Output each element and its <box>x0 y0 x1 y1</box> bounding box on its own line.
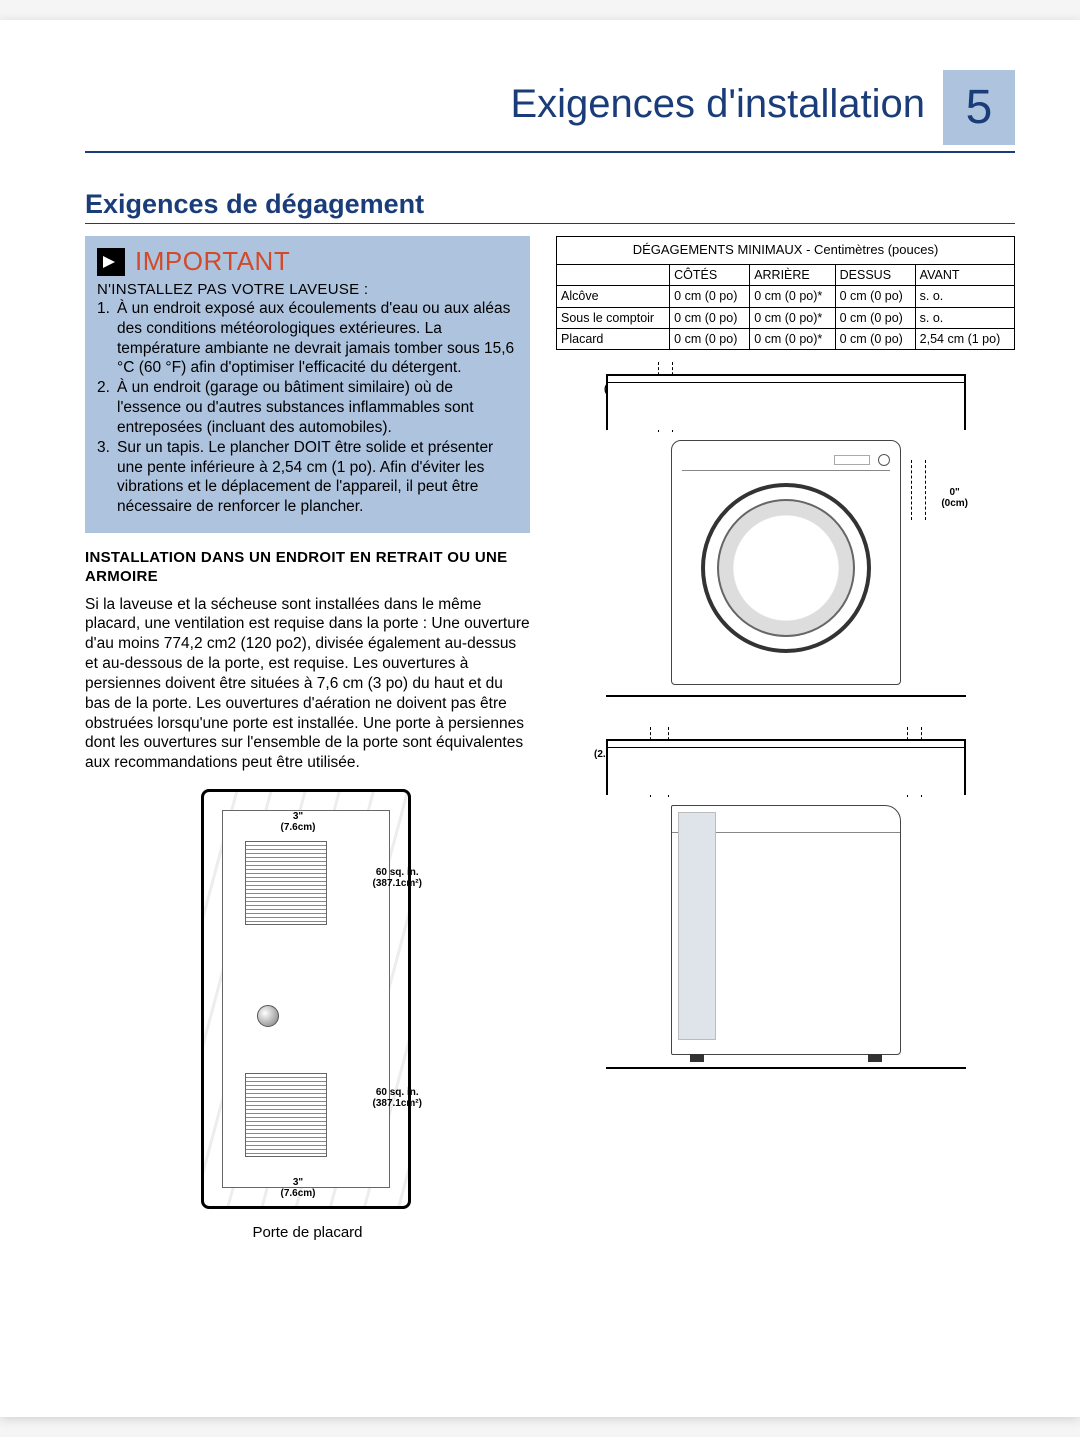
important-subtitle: N'INSTALLEZ PAS VOTRE LAVEUSE : <box>97 281 518 298</box>
louver-bottom <box>245 1073 327 1157</box>
two-column-layout: IMPORTANT N'INSTALLEZ PAS VOTRE LAVEUSE … <box>85 236 1015 1239</box>
page-number: 5 <box>966 80 993 135</box>
shelf-top <box>606 374 966 430</box>
table-header: ARRIÈRE <box>750 264 835 285</box>
install-body-text: Si la laveuse et la sécheuse sont instal… <box>85 595 530 773</box>
install-subheading: INSTALLATION DANS UN ENDROIT EN RETRAIT … <box>85 549 530 587</box>
table-row: Sous le comptoir 0 cm (0 po) 0 cm (0 po)… <box>557 307 1015 328</box>
table-row: Placard 0 cm (0 po) 0 cm (0 po)* 0 cm (0… <box>557 329 1015 350</box>
arrow-right-icon <box>97 248 125 276</box>
foot-icon <box>868 1054 882 1062</box>
clearance-table: DÉGAGEMENTS MINIMAUX - Centimètres (pouc… <box>556 236 1015 350</box>
dim-bot-area: 60 sq. in. (387.1cm²) <box>373 1087 422 1109</box>
floor-line <box>606 695 966 697</box>
page-header: Exigences d'installation 5 <box>85 70 1015 145</box>
table-header: AVANT <box>915 264 1014 285</box>
display-icon <box>834 455 870 465</box>
door-caption: Porte de placard <box>173 1224 443 1241</box>
washer-control-panel <box>682 449 890 471</box>
dim-bot-gap: 3" (7.6cm) <box>281 1177 316 1199</box>
shelf-top <box>606 739 966 795</box>
list-item: 2.À un endroit (garage ou bâtiment simil… <box>97 378 518 437</box>
washer-side-body <box>671 805 901 1055</box>
page: Exigences d'installation 5 Exigences de … <box>0 20 1080 1417</box>
knob-icon <box>878 454 890 466</box>
important-heading: IMPORTANT <box>97 246 518 277</box>
door-knob-icon <box>257 1005 279 1027</box>
table-header: CÔTÉS <box>670 264 750 285</box>
door-frame <box>201 789 411 1209</box>
porthole-icon <box>701 483 871 653</box>
table-row: Alcôve 0 cm (0 po) 0 cm (0 po)* 0 cm (0 … <box>557 286 1015 307</box>
dim-top-area: 60 sq. in. (387.1cm²) <box>373 867 422 889</box>
list-item: 1.À un endroit exposé aux écoulements d'… <box>97 299 518 378</box>
louver-top <box>245 841 327 925</box>
side-back-panel <box>678 812 716 1040</box>
washer-body <box>671 440 901 685</box>
page-number-box: 5 <box>943 70 1015 145</box>
important-list: 1.À un endroit exposé aux écoulements d'… <box>97 299 518 517</box>
washer-diagrams: 0" (0cm) 0" (0cm) <box>556 374 1015 1094</box>
important-label: IMPORTANT <box>135 246 290 277</box>
dash-line <box>911 460 912 520</box>
table-header-row: CÔTÉS ARRIÈRE DESSUS AVANT <box>557 264 1015 285</box>
table-title-row: DÉGAGEMENTS MINIMAUX - Centimètres (pouc… <box>557 237 1015 265</box>
dim-top-gap: 3" (7.6cm) <box>281 811 316 833</box>
washer-side-view: 1" (2.54cm) 0" (0cm) <box>606 739 966 1069</box>
foot-icon <box>690 1054 704 1062</box>
floor-line <box>606 1067 966 1069</box>
right-column: DÉGAGEMENTS MINIMAUX - Centimètres (pouc… <box>556 236 1015 1239</box>
door-panel <box>222 810 390 1188</box>
table-header: DESSUS <box>835 264 915 285</box>
header-rule <box>85 151 1015 153</box>
door-diagram: 3" (7.6cm) 60 sq. in. (387.1cm²) 60 sq. … <box>173 789 443 1239</box>
list-item: 3.Sur un tapis. Le plancher DOIT être so… <box>97 438 518 517</box>
important-box: IMPORTANT N'INSTALLEZ PAS VOTRE LAVEUSE … <box>85 236 530 533</box>
section-rule <box>85 223 1015 224</box>
table-title: DÉGAGEMENTS MINIMAUX - Centimètres (pouc… <box>557 237 1015 265</box>
dim-right-gap: 0" (0cm) <box>941 488 968 509</box>
washer-front-view: 0" (0cm) 0" (0cm) <box>606 374 966 697</box>
left-column: IMPORTANT N'INSTALLEZ PAS VOTRE LAVEUSE … <box>85 236 530 1239</box>
table-header <box>557 264 670 285</box>
section-title: Exigences de dégagement <box>85 189 1015 220</box>
dash-line <box>925 460 926 520</box>
page-title: Exigences d'installation <box>85 70 943 127</box>
